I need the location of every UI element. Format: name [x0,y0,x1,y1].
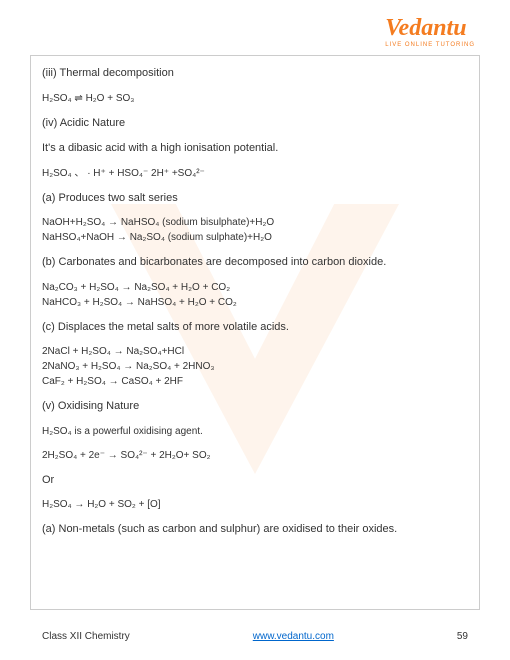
equation-5b: 2NaNO₃ + H₂SO₄ → Na₂SO₄ + 2HNO₃ [42,359,468,374]
heading-b: (b) Carbonates and bicarbonates are deco… [42,254,468,271]
equation-3a: NaOH+H₂SO₄ → NaHSO₄ (sodium bisulphate)+… [42,215,468,230]
brand-logo: Vedantu [385,15,475,42]
equation-1: H₂SO₄ ⇌ H₂O + SO₃ [42,91,468,106]
equation-6: 2H₂SO₄ + 2e⁻ → SO₄²⁻ + 2H₂O+ SO₂ [42,448,468,463]
equation-3b: NaHSO₄+NaOH → Na₂SO₄ (sodium sulphate)+H… [42,230,468,245]
heading-v: (v) Oxidising Nature [42,398,468,415]
heading-a2: (a) Non-metals (such as carbon and sulph… [42,521,468,538]
heading-iii: (iii) Thermal decomposition [42,65,468,82]
brand-tagline: LIVE ONLINE TUTORING [385,42,475,48]
equation-5c: CaF₂ + H₂SO₄ → CaSO₄ + 2HF [42,374,468,389]
header: Vedantu LIVE ONLINE TUTORING [385,15,475,48]
equation-4a: Na₂CO₃ + H₂SO₄ → Na₂SO₄ + H₂O + CO₂ [42,280,468,295]
page-number: 59 [457,631,468,642]
footer-link[interactable]: www.vedantu.com [253,631,334,642]
document-content: (iii) Thermal decomposition H₂SO₄ ⇌ H₂O … [42,65,468,547]
paragraph-2: H₂SO₄ is a powerful oxidising agent. [42,424,468,439]
equation-5a: 2NaCl + H₂SO₄ → Na₂SO₄+HCl [42,344,468,359]
equation-4b: NaHCO₃ + H₂SO₄ → NaHSO₄ + H₂O + CO₂ [42,295,468,310]
or-text: Or [42,472,468,489]
heading-iv: (iv) Acidic Nature [42,115,468,132]
footer-class: Class XII Chemistry [42,631,130,642]
footer: Class XII Chemistry www.vedantu.com 59 [42,631,468,642]
equation-7: H₂SO₄ → H₂O + SO₂ + [O] [42,497,468,512]
heading-a: (a) Produces two salt series [42,190,468,207]
paragraph-1: It's a dibasic acid with a high ionisati… [42,140,468,157]
heading-c: (c) Displaces the metal salts of more vo… [42,319,468,336]
equation-2: H₂SO₄ 、 · H⁺ + HSO₄⁻ 2H⁺ +SO₄²⁻ [42,166,468,181]
